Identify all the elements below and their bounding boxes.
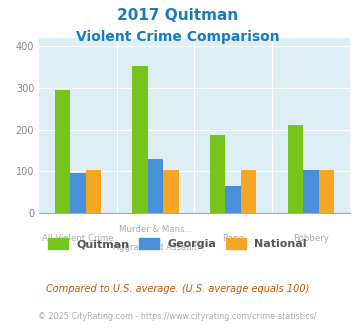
Bar — [148, 159, 163, 213]
Text: Murder & Mans...: Murder & Mans... — [119, 225, 192, 234]
Text: 2017 Quitman: 2017 Quitman — [117, 8, 238, 23]
Bar — [319, 170, 334, 213]
Bar — [86, 170, 101, 213]
Text: © 2025 CityRating.com - https://www.cityrating.com/crime-statistics/: © 2025 CityRating.com - https://www.city… — [38, 312, 317, 321]
Text: Aggravated Assault: Aggravated Assault — [113, 243, 198, 251]
Bar — [55, 90, 70, 213]
Text: Violent Crime Comparison: Violent Crime Comparison — [76, 30, 279, 44]
Bar — [303, 170, 319, 213]
Legend: Quitman, Georgia, National: Quitman, Georgia, National — [44, 233, 311, 253]
Bar — [132, 66, 148, 213]
Bar — [210, 135, 225, 213]
Text: All Violent Crime: All Violent Crime — [42, 234, 114, 243]
Bar — [70, 173, 86, 213]
Bar — [163, 170, 179, 213]
Text: Rape: Rape — [222, 234, 244, 243]
Text: Robbery: Robbery — [293, 234, 329, 243]
Bar — [241, 170, 256, 213]
Text: Compared to U.S. average. (U.S. average equals 100): Compared to U.S. average. (U.S. average … — [46, 284, 309, 294]
Bar — [288, 125, 303, 213]
Bar — [225, 186, 241, 213]
